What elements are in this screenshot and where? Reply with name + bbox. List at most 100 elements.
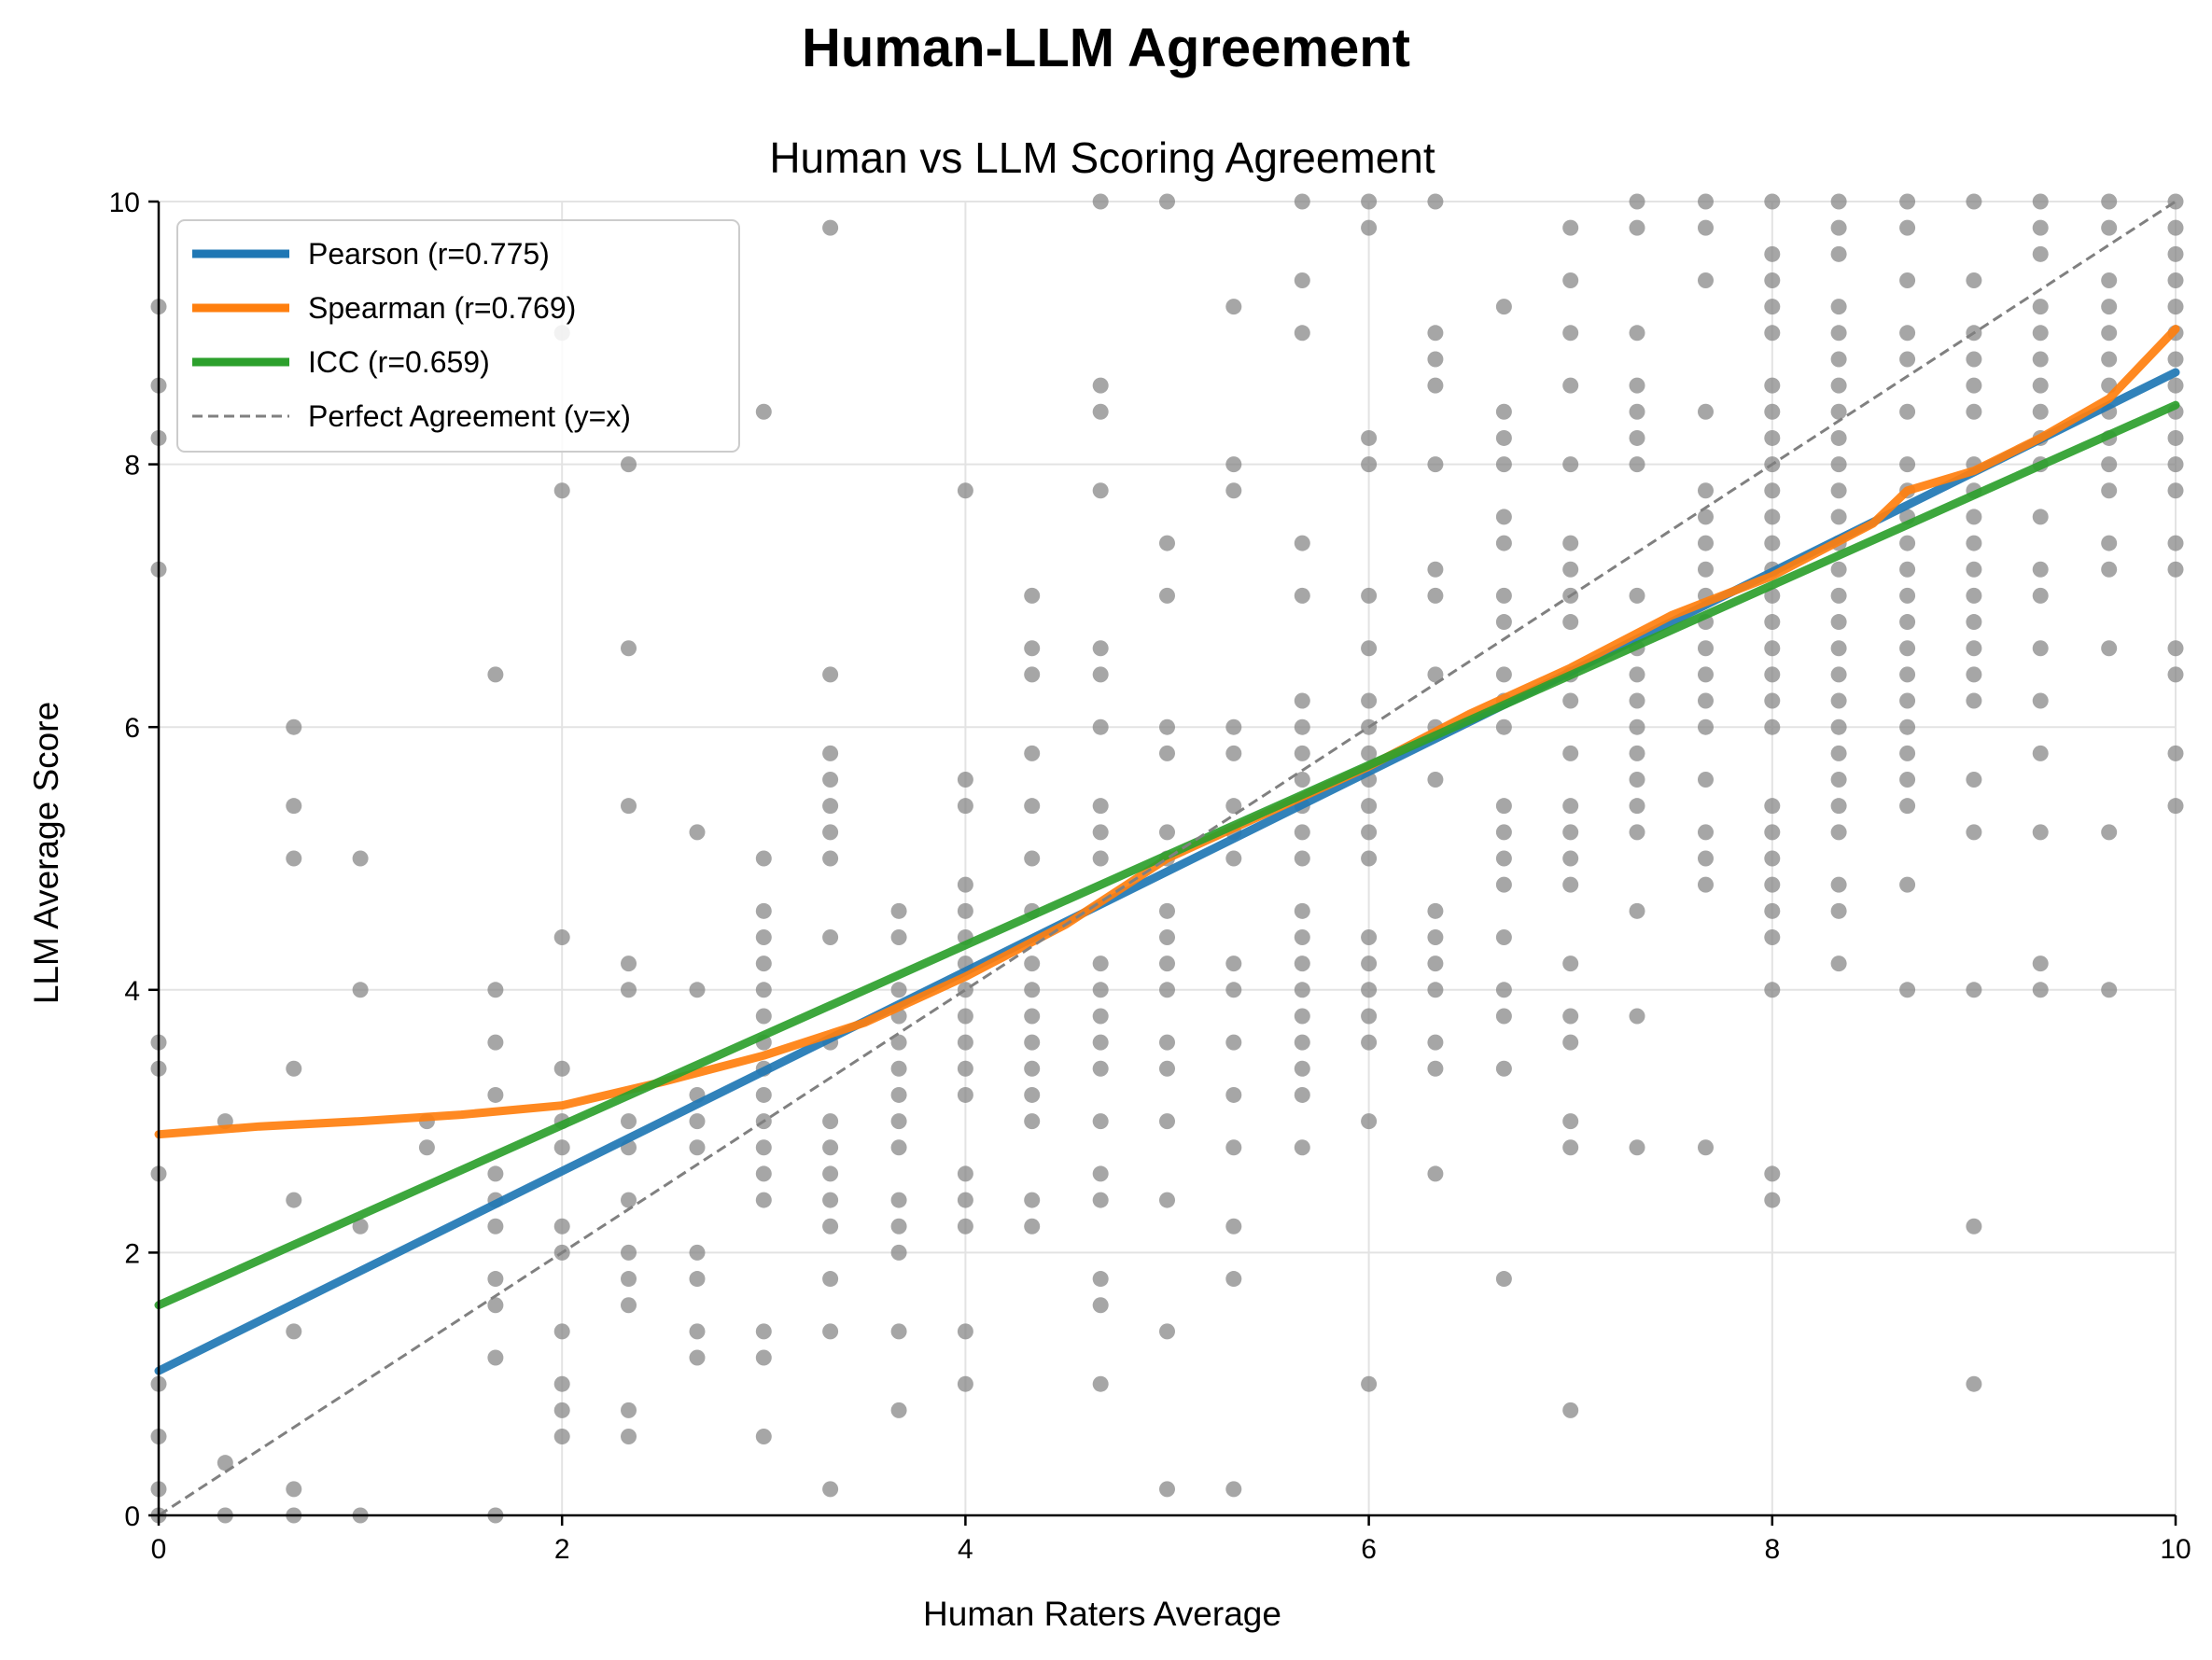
data-point xyxy=(822,772,839,788)
data-point xyxy=(1495,718,1512,735)
data-point xyxy=(890,1192,907,1208)
tick-labels: 0 2 4 6 8 10 0 2 4 6 8 10 xyxy=(109,188,2191,1565)
data-point xyxy=(1225,456,1242,473)
data-point xyxy=(553,482,570,499)
data-point xyxy=(1495,1008,1512,1025)
data-point xyxy=(1830,876,1847,893)
data-point xyxy=(890,928,907,945)
data-point xyxy=(1830,351,1847,368)
data-point xyxy=(1697,692,1714,709)
data-point xyxy=(286,1323,302,1340)
data-point xyxy=(1024,1113,1041,1130)
y-tick-label: 10 xyxy=(109,188,140,218)
x-tick-label: 2 xyxy=(554,1534,570,1565)
data-point xyxy=(890,1323,907,1340)
data-point xyxy=(352,1218,369,1235)
data-point xyxy=(1697,535,1714,551)
data-point xyxy=(1899,772,1916,788)
data-point xyxy=(1562,1008,1579,1025)
data-point xyxy=(1361,1008,1378,1025)
data-point xyxy=(822,1323,839,1340)
data-point xyxy=(1225,745,1242,761)
data-point xyxy=(487,982,504,998)
data-point xyxy=(957,1323,973,1340)
data-point xyxy=(2101,482,2118,499)
data-point xyxy=(1361,193,1378,210)
data-point xyxy=(1830,718,1847,735)
data-point xyxy=(1159,1481,1175,1498)
x-tick-label: 4 xyxy=(958,1534,973,1565)
data-point xyxy=(1361,1034,1378,1051)
data-point xyxy=(1024,1192,1041,1208)
data-point xyxy=(553,1323,570,1340)
data-point xyxy=(1225,798,1242,815)
data-point xyxy=(1024,850,1041,867)
x-tick-label: 6 xyxy=(1361,1534,1377,1565)
data-point xyxy=(1697,1139,1714,1156)
data-point xyxy=(1495,876,1512,893)
data-point xyxy=(286,1481,302,1498)
data-point xyxy=(2101,456,2118,473)
data-point xyxy=(1427,325,1444,342)
data-point xyxy=(1294,772,1310,788)
data-point xyxy=(1899,456,1916,473)
data-point xyxy=(822,1192,839,1208)
data-point xyxy=(1361,587,1378,604)
data-point xyxy=(1830,614,1847,631)
y-tick-label: 6 xyxy=(124,713,140,744)
data-point xyxy=(1495,299,1512,315)
data-point xyxy=(2101,272,2118,288)
data-point xyxy=(553,1218,570,1235)
data-point xyxy=(1361,928,1378,945)
data-point xyxy=(1495,798,1512,815)
data-point xyxy=(1764,482,1781,499)
data-point xyxy=(217,1455,233,1472)
data-point xyxy=(1495,403,1512,420)
data-point xyxy=(1294,692,1310,709)
data-point xyxy=(1092,640,1109,657)
data-point xyxy=(1294,1034,1310,1051)
data-point xyxy=(1092,403,1109,420)
data-point xyxy=(1830,772,1847,788)
data-point xyxy=(1697,403,1714,420)
data-point xyxy=(755,1192,772,1208)
data-point xyxy=(1899,614,1916,631)
data-point xyxy=(1092,718,1109,735)
data-point xyxy=(1899,798,1916,815)
data-point xyxy=(1830,193,1847,210)
data-point xyxy=(1361,824,1378,841)
data-point xyxy=(1697,876,1714,893)
data-point xyxy=(890,1034,907,1051)
data-point xyxy=(1225,1271,1242,1288)
data-point xyxy=(1830,561,1847,578)
data-point xyxy=(1966,587,1982,604)
data-point xyxy=(2032,351,2049,368)
data-point xyxy=(1764,876,1781,893)
data-point xyxy=(1361,640,1378,657)
data-point xyxy=(621,1402,637,1418)
data-point xyxy=(1024,1060,1041,1077)
data-point xyxy=(1562,272,1579,288)
data-point xyxy=(621,798,637,815)
data-point xyxy=(1966,824,1982,841)
data-point xyxy=(1092,1034,1109,1051)
data-point xyxy=(553,1375,570,1392)
data-point xyxy=(957,902,973,919)
data-point xyxy=(621,1297,637,1314)
data-point xyxy=(2032,640,2049,657)
data-point xyxy=(822,1165,839,1182)
data-point xyxy=(1092,1113,1109,1130)
data-point xyxy=(2167,351,2184,368)
data-point xyxy=(822,850,839,867)
data-point xyxy=(1830,745,1847,761)
data-point xyxy=(1966,614,1982,631)
data-point xyxy=(1764,982,1781,998)
data-point xyxy=(1225,482,1242,499)
data-point xyxy=(621,956,637,972)
data-point xyxy=(2167,482,2184,499)
data-point xyxy=(1899,666,1916,683)
data-point xyxy=(2167,666,2184,683)
data-point xyxy=(1629,456,1645,473)
data-point xyxy=(2032,325,2049,342)
data-point xyxy=(957,482,973,499)
